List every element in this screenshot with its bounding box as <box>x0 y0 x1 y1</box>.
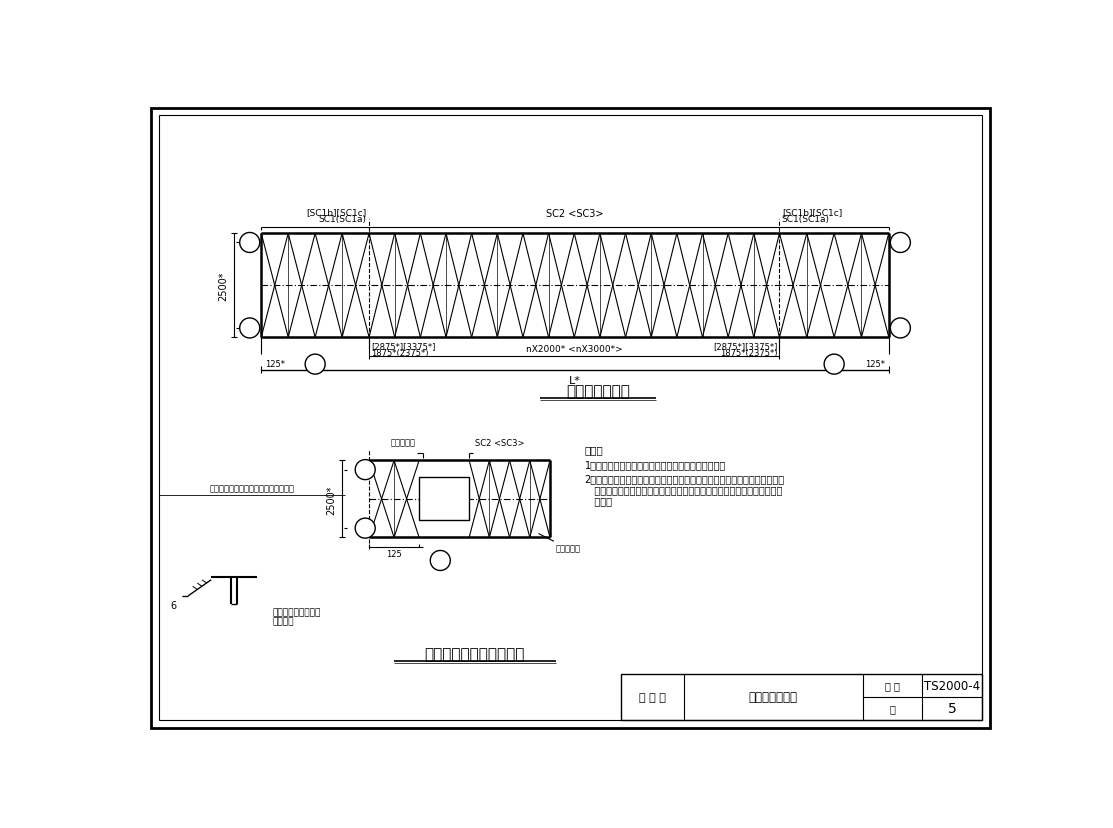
Text: 125*: 125* <box>265 359 285 368</box>
Text: SC1(SC1a): SC1(SC1a) <box>318 215 367 224</box>
Text: 125: 125 <box>386 549 402 558</box>
Text: TS2000-4: TS2000-4 <box>924 679 981 692</box>
Text: SC2 <SC3>: SC2 <SC3> <box>475 438 525 447</box>
Text: 1．图中带＊＊号尺寸为斜尺寸，其余均为水平尺寸．: 1．图中带＊＊号尺寸为斜尺寸，其余均为水平尺寸． <box>584 460 726 470</box>
Circle shape <box>890 319 910 339</box>
Text: 胶带拉紧孔: 胶带拉紧孔 <box>391 438 415 447</box>
Text: SC2 <SC3>: SC2 <SC3> <box>545 209 603 219</box>
Text: 胶压杆截计: 胶压杆截计 <box>555 544 580 553</box>
Text: 同本节间上弦杆截面: 同本节间上弦杆截面 <box>273 608 322 617</box>
Text: 2500*: 2500* <box>218 271 228 301</box>
Text: 1875*(2375*): 1875*(2375*) <box>720 349 777 358</box>
Text: 支撑布置示意图: 支撑布置示意图 <box>749 691 798 704</box>
Text: 通 用 图: 通 用 图 <box>639 692 666 702</box>
Text: 5: 5 <box>947 701 956 715</box>
Text: 部分切胺: 部分切胺 <box>273 617 294 626</box>
Text: 页: 页 <box>889 704 895 714</box>
Text: [2875*][3375*]: [2875*][3375*] <box>372 342 436 350</box>
Text: 上弦支撑布置图: 上弦支撑布置图 <box>567 384 630 399</box>
Text: nX2000* <nX3000*>: nX2000* <nX3000*> <box>525 344 622 354</box>
Text: 2500*: 2500* <box>327 484 337 514</box>
Circle shape <box>355 460 375 480</box>
Text: 编 号: 编 号 <box>885 681 899 691</box>
Text: 方案。: 方案。 <box>584 495 612 505</box>
Circle shape <box>355 518 375 538</box>
Text: 6: 6 <box>170 600 177 610</box>
Text: 胶带拉紧孔处支撑示意图: 胶带拉紧孔处支撑示意图 <box>425 647 525 662</box>
Text: 对在桁架范围内的拉紧装置处开洞时支撑布置可参照本图或单体设计布置: 对在桁架范围内的拉紧装置处开洞时支撑布置可参照本图或单体设计布置 <box>584 484 782 494</box>
Text: 1875*(2375*): 1875*(2375*) <box>372 349 429 358</box>
Text: L*: L* <box>569 375 581 386</box>
Text: [SC1b][SC1c]: [SC1b][SC1c] <box>781 208 843 217</box>
Circle shape <box>239 233 259 253</box>
Text: [2875*][3375*]: [2875*][3375*] <box>712 342 777 350</box>
Text: 说明：: 说明： <box>584 445 603 455</box>
Circle shape <box>890 233 910 253</box>
Text: [SC1b][SC1c]: [SC1b][SC1c] <box>306 208 367 217</box>
Circle shape <box>824 354 844 375</box>
Text: 此节间桁架上弦杆须加强，可参见下图: 此节间桁架上弦杆须加强，可参见下图 <box>209 484 295 493</box>
Circle shape <box>239 319 259 339</box>
Circle shape <box>305 354 325 375</box>
Bar <box>621 674 982 720</box>
Text: SC1(SC1a): SC1(SC1a) <box>781 215 830 224</box>
Text: 125*: 125* <box>865 359 885 368</box>
Text: 2．胶带拉紧装置应尽量布置在钢桁架以外的其他结构上，如确实无法避开，: 2．胶带拉紧装置应尽量布置在钢桁架以外的其他结构上，如确实无法避开， <box>584 474 785 484</box>
Circle shape <box>431 551 451 570</box>
Bar <box>420 478 470 521</box>
